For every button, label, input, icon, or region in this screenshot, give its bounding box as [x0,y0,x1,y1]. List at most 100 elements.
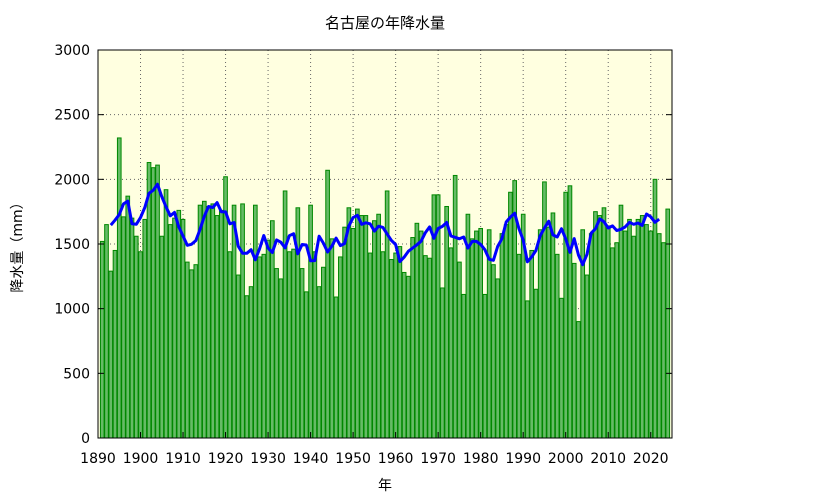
bar [563,191,569,439]
bar [410,237,415,439]
x-tick-label: 1920 [208,451,244,467]
bar [393,252,398,439]
bar [274,268,279,439]
bar [418,230,424,439]
bar [389,259,394,439]
bar [427,257,432,439]
y-tick-label: 3000 [54,43,90,59]
bar [325,169,330,439]
bar [214,215,220,439]
bar [631,235,637,439]
bar [180,218,186,439]
x-axis-label: 年 [378,478,392,494]
bar [129,217,135,439]
x-tick-label: 2020 [633,451,669,467]
bar [235,274,241,439]
bar [495,278,500,439]
y-tick-label: 2500 [54,108,90,124]
bar [584,274,590,439]
bar [559,297,564,439]
y-tick-label: 1000 [54,302,90,318]
bar [248,286,254,439]
bar [184,261,190,439]
bar [333,296,339,439]
x-tick-label: 1960 [378,451,414,467]
x-tick-label: 1950 [335,451,371,467]
bar [567,185,573,439]
bar [401,271,407,439]
bar [372,220,377,439]
bar [503,224,509,439]
y-axis-label: 降水量（mm） [10,195,26,292]
y-tick-label: 1500 [54,237,90,253]
bar [133,235,139,439]
bar [316,286,322,439]
bar [355,208,360,439]
x-tick-label: 1940 [293,451,329,467]
bar [350,227,356,439]
bar [516,253,522,439]
y-tick-label: 2000 [54,172,90,188]
bar [278,278,284,439]
bar [639,215,645,439]
bar [448,247,454,439]
bar [257,256,262,439]
bar [491,264,496,439]
bar [363,215,369,439]
bar [265,239,271,439]
bar [478,227,483,439]
bar [546,226,552,439]
bar [261,253,267,439]
bar [108,270,114,439]
bar [474,230,479,439]
bar [218,209,224,439]
x-tick-label: 2010 [590,451,626,467]
x-tick-label: 1900 [123,451,159,467]
bar [380,251,386,439]
bar [444,205,449,439]
bar [635,218,641,439]
bar [482,293,488,439]
bar [440,287,445,439]
bar [231,204,237,439]
bar [537,229,543,439]
bar [597,215,603,439]
bar [605,225,611,439]
bar [176,209,182,439]
bar [593,211,598,439]
bar [554,253,560,439]
bar [414,222,420,439]
x-tick-label: 2000 [548,451,584,467]
bar [244,295,250,439]
bar [299,268,305,439]
bar [525,300,530,439]
bar [142,218,148,439]
bar [163,189,169,439]
bar [665,208,671,439]
bar [508,191,513,439]
bar [452,174,458,439]
bar [121,216,126,439]
bar [329,238,335,439]
bar [99,240,105,439]
bar [210,203,216,439]
bar [499,233,505,439]
bar [104,224,109,439]
chart-title: 名古屋の年降水量 [325,14,445,32]
bar [648,230,654,439]
bar [656,233,662,439]
bar [376,213,381,439]
bar [346,207,352,439]
bar [159,235,165,439]
x-tick-label: 1970 [420,451,456,467]
bar [172,217,177,439]
y-axis: 0 500 1000 1500 2000 2500 3000 [54,43,672,447]
bar [227,251,233,439]
grid [98,50,672,438]
bar [576,321,581,439]
bar [550,212,556,439]
bar [461,293,466,439]
bar [610,247,615,439]
bar [661,242,666,439]
bar [614,242,620,439]
